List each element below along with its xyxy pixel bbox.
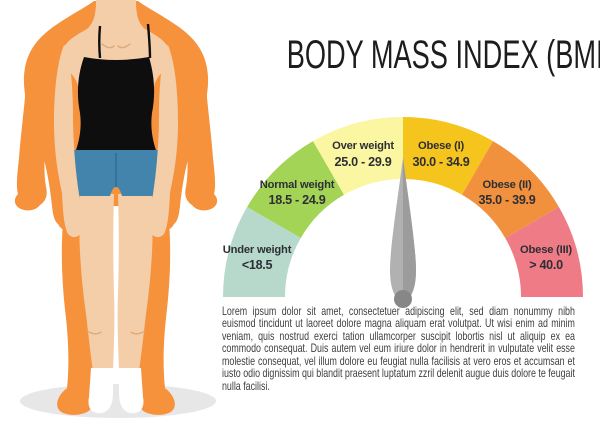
gauge-segment-obese3 [505, 207, 583, 297]
fat-silhouette-left-arm [14, 26, 60, 211]
gauge-range-overweight: 25.0 - 29.9 [335, 155, 392, 169]
gauge-segment-overweight [313, 117, 403, 195]
slim-body-left-arm [54, 45, 83, 238]
gauge-label-obese2: Obese (II) [483, 179, 532, 191]
gauge-label-obese1: Obese (I) [418, 140, 465, 152]
gauge-range-normal: 18.5 - 24.9 [269, 193, 326, 207]
gauge-segment-normal [247, 141, 344, 238]
fat-silhouette-right-arm [172, 26, 218, 211]
sock-left [88, 368, 113, 414]
page-title-wrap: BODY MASS INDEX (BMI) [210, 35, 600, 75]
knee-lines [86, 330, 146, 335]
collarbone-lines [101, 43, 131, 49]
gauge-segment-obese1 [403, 117, 493, 195]
sock-right [119, 368, 144, 414]
gauge-label-underweight: Under weight [223, 244, 292, 256]
gauge-needle-shade [403, 158, 416, 301]
camisole-top [75, 57, 157, 153]
gauge-label-overweight: Over weight [332, 140, 394, 152]
gauge-segment-underweight [223, 207, 301, 297]
gauge-needle-pivot [394, 290, 412, 308]
gauge-range-obese2: 35.0 - 39.9 [479, 193, 536, 207]
page-title: BODY MASS INDEX (BMI) [286, 33, 600, 77]
slim-body-left-leg [79, 194, 115, 371]
body-silhouette-illustration [14, 0, 218, 418]
slim-body-right-leg [117, 194, 153, 371]
gauge-range-underweight: <18.5 [242, 258, 273, 272]
description-text: Lorem ipsum dolor sit amet, consectetuer… [222, 305, 575, 393]
camisole-strap-left [98, 25, 102, 59]
gauge-label-normal: Normal weight [260, 179, 335, 191]
shorts [70, 150, 160, 196]
slim-body-right-arm [149, 45, 178, 238]
gauge-range-obese3: > 40.0 [529, 258, 563, 272]
gauge-label-obese3: Obese (III) [520, 244, 572, 256]
camisole-strap-right [146, 23, 152, 59]
gauge-range-obese1: 30.0 - 34.9 [413, 155, 470, 169]
gauge-segment-obese2 [462, 141, 559, 238]
